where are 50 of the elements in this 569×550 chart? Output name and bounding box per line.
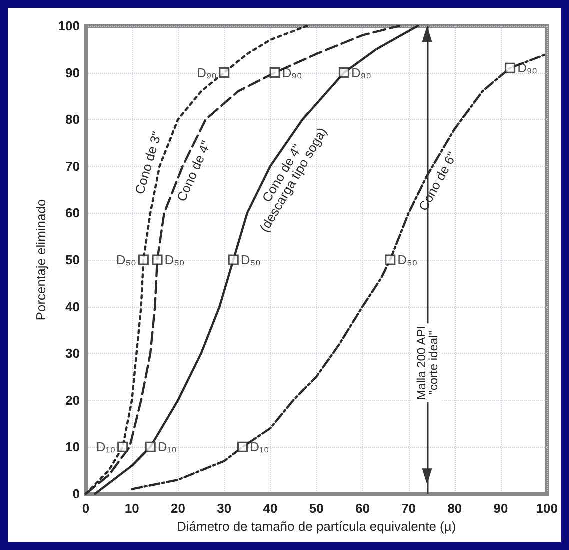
x-tick-label: 0: [82, 501, 90, 516]
x-tick-label: 40: [263, 501, 278, 516]
annotation: D₅₀: [116, 252, 136, 268]
point: [219, 68, 230, 78]
y-tick-label: 60: [66, 206, 80, 221]
annotation: D₁₀: [250, 440, 270, 455]
y-tick-label: 100: [58, 18, 80, 34]
annotation: D₅₀: [398, 252, 418, 268]
y-tick-label: 90: [66, 65, 80, 80]
text: Cono de 4": [174, 138, 214, 204]
y-tick-label: 50: [66, 252, 80, 268]
point: [145, 442, 156, 452]
y-axis-title: Porcentaje eliminado: [33, 199, 48, 321]
x-tick-label: 10: [124, 501, 140, 516]
x-tick-label: 60: [355, 501, 370, 516]
ref-line-label: Malla 200 API "corte ideal": [414, 326, 440, 400]
point: [338, 68, 350, 78]
annotation: D₅₀: [164, 252, 185, 268]
x-tick-label: 80: [448, 501, 462, 516]
x-tick-label: 70: [402, 501, 416, 516]
annotation: D₅₀: [240, 252, 261, 268]
x-tick-label: 20: [170, 501, 186, 516]
point: [504, 62, 516, 74]
point: [152, 254, 163, 266]
point: [237, 442, 248, 452]
text: Cono de 3": [132, 130, 165, 196]
x-tick-label: 30: [217, 501, 232, 516]
y-tick-label: 70: [66, 158, 80, 174]
point: [270, 68, 280, 78]
y-tick-label: 40: [66, 299, 80, 314]
x-tick-label: 50: [309, 501, 324, 516]
x-axis-title: Diámetro de tamaño de partícula equivalente (µ): [176, 518, 456, 534]
annotation: D₉₀: [197, 65, 218, 80]
x-tick-label: 100: [536, 501, 558, 516]
point: [228, 254, 239, 266]
x-tick-label: 90: [494, 501, 508, 516]
y-tick-label: 80: [66, 112, 80, 128]
text: Cono de 6": [416, 149, 460, 214]
y-tick-label: 0: [72, 486, 80, 502]
y-tick-label: 30: [66, 346, 80, 362]
annotation: D₁₀: [158, 440, 178, 455]
y-tick-label: 10: [66, 440, 80, 455]
annotation: D₉₀: [352, 65, 372, 80]
point: [385, 254, 396, 266]
annotation: D₉₀: [518, 60, 538, 76]
point: [118, 442, 128, 452]
y-tick-label: 20: [66, 392, 80, 408]
annotation: D₉₀: [282, 65, 302, 80]
annotation: D₁₀: [96, 440, 116, 455]
point: [138, 254, 149, 266]
